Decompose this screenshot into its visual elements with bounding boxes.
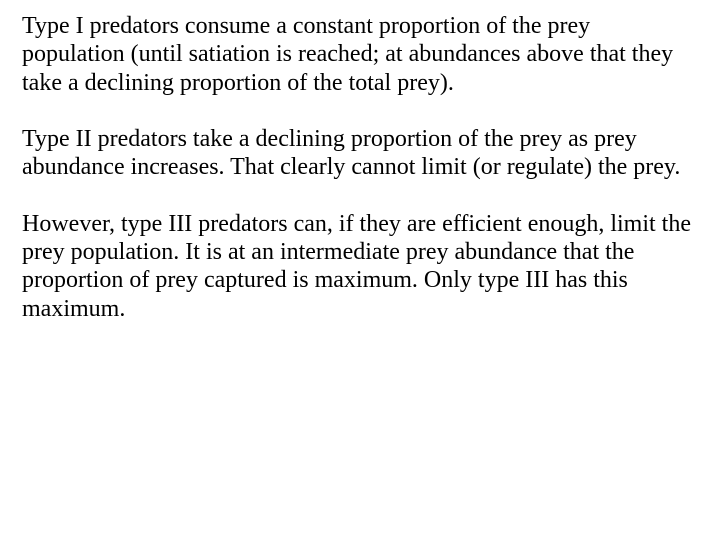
paragraph-type-ii: Type II predators take a declining propo… (22, 125, 698, 182)
paragraph-type-i: Type I predators consume a constant prop… (22, 12, 698, 97)
paragraph-type-iii: However, type III predators can, if they… (22, 210, 698, 323)
